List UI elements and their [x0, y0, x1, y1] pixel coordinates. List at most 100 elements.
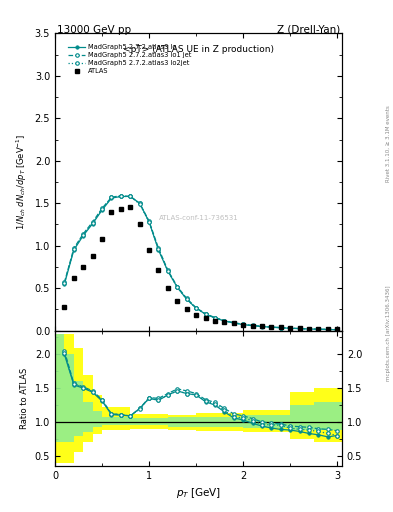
- ATLAS: [250, 323, 255, 329]
- ATLAS: [119, 206, 123, 212]
- Bar: [74, 381, 83, 436]
- ATLAS: [184, 306, 189, 312]
- Bar: [168, 415, 196, 430]
- MadGraph5 2.7.2.atlas3 lo2jet: [335, 327, 340, 333]
- MadGraph5 2.7.2.atlas3 lo: [269, 324, 274, 330]
- MadGraph5 2.7.2.atlas3 lo1 jet: [213, 314, 217, 321]
- Bar: [196, 413, 243, 431]
- ATLAS: [165, 285, 170, 291]
- MadGraph5 2.7.2.atlas3 lo2jet: [119, 194, 123, 200]
- Bar: [102, 417, 130, 425]
- MadGraph5 2.7.2.atlas3 lo1 jet: [81, 231, 86, 237]
- ATLAS: [307, 326, 311, 332]
- MadGraph5 2.7.2.atlas3 lo1 jet: [269, 324, 274, 330]
- Bar: [130, 414, 168, 429]
- MadGraph5 2.7.2.atlas3 lo: [222, 318, 227, 324]
- ATLAS: [90, 253, 95, 259]
- ATLAS: [288, 325, 292, 331]
- Bar: [64, 334, 74, 462]
- MadGraph5 2.7.2.atlas3 lo2jet: [128, 194, 132, 200]
- MadGraph5 2.7.2.atlas3 lo: [203, 311, 208, 317]
- MadGraph5 2.7.2.atlas3 lo: [260, 324, 264, 330]
- ATLAS: [222, 319, 227, 325]
- MadGraph5 2.7.2.atlas3 lo: [165, 268, 170, 274]
- Bar: [83, 402, 93, 432]
- Bar: [55, 334, 64, 462]
- MadGraph5 2.7.2.atlas3 lo2jet: [137, 201, 142, 207]
- MadGraph5 2.7.2.atlas3 lo1 jet: [278, 325, 283, 331]
- ATLAS: [137, 221, 142, 227]
- Bar: [168, 417, 196, 426]
- MadGraph5 2.7.2.atlas3 lo2jet: [62, 280, 67, 286]
- MadGraph5 2.7.2.atlas3 lo2jet: [278, 325, 283, 331]
- MadGraph5 2.7.2.atlas3 lo2jet: [175, 284, 180, 290]
- MadGraph5 2.7.2.atlas3 lo: [90, 221, 95, 227]
- ATLAS: [213, 317, 217, 324]
- MadGraph5 2.7.2.atlas3 lo2jet: [307, 326, 311, 332]
- MadGraph5 2.7.2.atlas3 lo1 jet: [90, 219, 95, 225]
- Bar: [290, 392, 314, 439]
- Text: mcplots.cern.ch [arXiv:1306.3436]: mcplots.cern.ch [arXiv:1306.3436]: [386, 285, 391, 380]
- ATLAS: [100, 236, 105, 242]
- MadGraph5 2.7.2.atlas3 lo2jet: [231, 320, 236, 326]
- MadGraph5 2.7.2.atlas3 lo2jet: [297, 326, 302, 332]
- MadGraph5 2.7.2.atlas3 lo: [288, 325, 292, 331]
- MadGraph5 2.7.2.atlas3 lo: [81, 232, 86, 239]
- MadGraph5 2.7.2.atlas3 lo2jet: [100, 206, 105, 212]
- MadGraph5 2.7.2.atlas3 lo: [231, 320, 236, 326]
- MadGraph5 2.7.2.atlas3 lo2jet: [194, 305, 198, 311]
- MadGraph5 2.7.2.atlas3 lo: [137, 200, 142, 206]
- MadGraph5 2.7.2.atlas3 lo2jet: [203, 311, 208, 317]
- ATLAS: [156, 266, 161, 272]
- Line: MadGraph5 2.7.2.atlas3 lo: MadGraph5 2.7.2.atlas3 lo: [63, 195, 339, 331]
- MadGraph5 2.7.2.atlas3 lo2jet: [288, 325, 292, 331]
- ATLAS: [62, 304, 67, 310]
- Bar: [243, 415, 290, 428]
- ATLAS: [241, 322, 246, 328]
- MadGraph5 2.7.2.atlas3 lo: [156, 247, 161, 253]
- MadGraph5 2.7.2.atlas3 lo1 jet: [241, 321, 246, 327]
- Bar: [55, 334, 64, 442]
- MadGraph5 2.7.2.atlas3 lo1 jet: [62, 279, 67, 285]
- ATLAS: [325, 326, 330, 332]
- Bar: [314, 388, 342, 442]
- MadGraph5 2.7.2.atlas3 lo: [250, 323, 255, 329]
- Bar: [196, 417, 243, 428]
- MadGraph5 2.7.2.atlas3 lo1 jet: [165, 267, 170, 273]
- MadGraph5 2.7.2.atlas3 lo: [175, 284, 180, 290]
- MadGraph5 2.7.2.atlas3 lo: [194, 305, 198, 311]
- MadGraph5 2.7.2.atlas3 lo2jet: [222, 318, 227, 324]
- ATLAS: [109, 209, 114, 215]
- ATLAS: [316, 326, 321, 332]
- MadGraph5 2.7.2.atlas3 lo1 jet: [175, 284, 180, 290]
- MadGraph5 2.7.2.atlas3 lo: [100, 207, 105, 213]
- MadGraph5 2.7.2.atlas3 lo1 jet: [316, 326, 321, 332]
- MadGraph5 2.7.2.atlas3 lo2jet: [316, 326, 321, 332]
- ATLAS: [81, 264, 86, 270]
- MadGraph5 2.7.2.atlas3 lo: [325, 327, 330, 333]
- MadGraph5 2.7.2.atlas3 lo: [128, 194, 132, 200]
- Bar: [74, 348, 83, 452]
- ATLAS: [203, 315, 208, 321]
- MadGraph5 2.7.2.atlas3 lo1 jet: [297, 326, 302, 332]
- ATLAS: [260, 323, 264, 329]
- MadGraph5 2.7.2.atlas3 lo2jet: [260, 324, 264, 330]
- Text: <pT> (ATLAS UE in Z production): <pT> (ATLAS UE in Z production): [123, 45, 274, 54]
- MadGraph5 2.7.2.atlas3 lo: [278, 325, 283, 331]
- Bar: [64, 354, 74, 442]
- MadGraph5 2.7.2.atlas3 lo2jet: [81, 231, 86, 238]
- MadGraph5 2.7.2.atlas3 lo2jet: [156, 246, 161, 252]
- Bar: [130, 418, 168, 424]
- MadGraph5 2.7.2.atlas3 lo1 jet: [137, 200, 142, 206]
- MadGraph5 2.7.2.atlas3 lo: [297, 326, 302, 332]
- MadGraph5 2.7.2.atlas3 lo: [184, 296, 189, 303]
- Y-axis label: Ratio to ATLAS: Ratio to ATLAS: [20, 368, 29, 429]
- MadGraph5 2.7.2.atlas3 lo: [109, 195, 114, 201]
- MadGraph5 2.7.2.atlas3 lo: [241, 322, 246, 328]
- MadGraph5 2.7.2.atlas3 lo1 jet: [203, 311, 208, 317]
- Bar: [93, 395, 102, 434]
- MadGraph5 2.7.2.atlas3 lo2jet: [147, 219, 151, 225]
- ATLAS: [231, 321, 236, 327]
- MadGraph5 2.7.2.atlas3 lo: [147, 219, 151, 225]
- ATLAS: [297, 325, 302, 331]
